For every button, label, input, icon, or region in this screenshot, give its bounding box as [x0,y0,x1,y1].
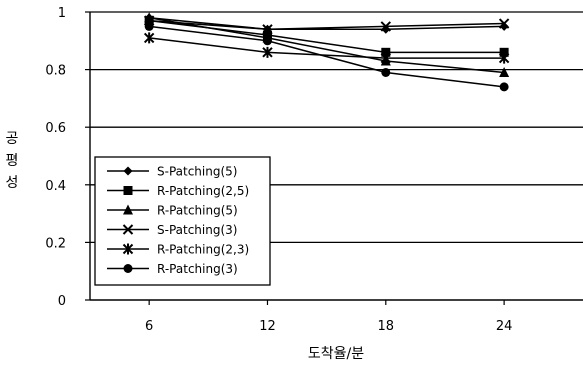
y-tick-label: 0.8 [45,64,66,79]
series-line [149,17,505,31]
axes [85,11,583,305]
point-marker [499,82,509,92]
x-tick-label: 18 [378,319,395,334]
point-marker [499,66,510,77]
point-marker [122,243,134,255]
series-group [143,12,510,92]
legend-label: R-Patching(2,3) [157,243,249,257]
series-line [149,17,505,74]
y-tick-label: 0.4 [45,179,66,194]
y-axis-label: 공평성 [6,131,19,191]
x-axis-label: 도착율/분 [308,346,364,362]
point-marker [380,21,392,32]
point-marker [122,224,134,235]
y-tick-labels: 0 0.2 0.4 0.6 0.8 1 [45,6,66,309]
point-marker [262,36,272,46]
y-tick-label: 0.6 [45,121,66,136]
point-marker [499,47,509,57]
legend-label: R-Patching(3) [157,262,238,276]
series-r-patching-2-3- [143,32,510,64]
series-line [149,19,505,31]
y-tick-label: 0.2 [45,236,66,251]
x-tick-label: 12 [259,319,276,334]
y-tick-label: 0 [58,294,66,309]
point-marker [498,52,510,64]
point-marker [144,21,154,31]
legend-label: R-Patching(2,5) [157,184,249,198]
point-marker [498,18,510,29]
y-axis-label-char: 공 [6,131,19,147]
series-line [149,37,505,59]
point-marker [380,52,392,64]
legend: S-Patching(5) R-Patching(2,5) R-Patching(5… [94,156,271,286]
series-r-patching-3- [144,21,509,92]
y-axis-label-char: 평 [6,153,19,169]
series-s-patching-3- [143,15,510,35]
point-marker [144,12,155,23]
y-axis-label-char: 성 [6,175,19,191]
x-tick-label: 24 [496,319,513,334]
x-tick-label: 6 [145,319,153,334]
legend-label: S-Patching(3) [157,223,237,237]
y-tick-label: 1 [58,6,66,21]
series-line [149,25,505,88]
legend-label: R-Patching(5) [157,204,238,218]
point-marker [123,166,133,176]
point-marker [381,67,391,77]
point-marker [123,204,133,215]
point-marker [262,24,273,35]
legend-box [94,156,271,286]
x-tick-labels: 6 12 18 24 [145,319,512,334]
point-marker [381,47,391,57]
point-marker [123,264,133,273]
point-marker [123,186,133,195]
point-marker [143,32,155,44]
legend-label: S-Patching(5) [157,165,237,179]
series-s-patching-5- [144,13,509,34]
point-marker [262,46,273,58]
